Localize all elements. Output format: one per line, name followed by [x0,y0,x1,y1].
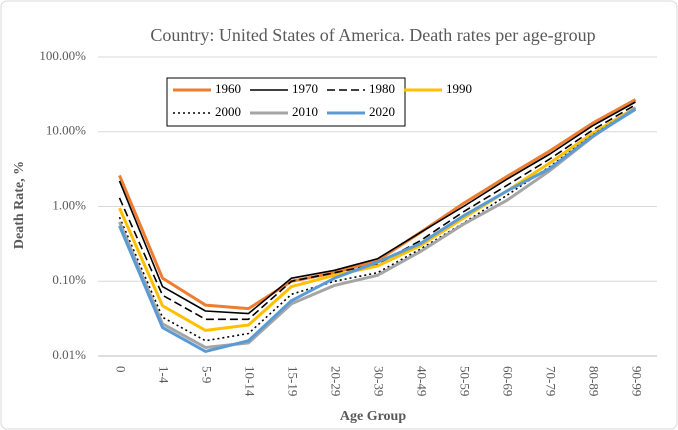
x-tick-label: 90-99 [630,366,645,396]
legend-label: 1980 [369,81,395,96]
y-tick-label: 10.00% [46,123,86,138]
legend-label: 1970 [292,81,318,96]
x-tick-label: 15-19 [286,366,301,396]
x-tick-label: 80-89 [587,366,602,396]
legend [166,77,406,127]
legend-label: 2000 [215,104,241,119]
x-tick-label: 70-79 [544,366,559,396]
x-tick-label: 5-9 [200,366,215,383]
legend-label: 1990 [446,81,472,96]
x-tick-label: 60-69 [501,366,516,396]
series-line [118,101,636,315]
y-axis-title: Death Rate, % [12,161,27,249]
series-line [118,106,637,349]
x-tick-label: 50-59 [458,366,473,396]
x-tick-label: 0 [114,366,129,373]
x-tick-label: 1-4 [157,366,172,384]
y-tick-label: 0.10% [52,272,86,287]
chart-title: Country: United States of America. Death… [150,25,595,45]
series-line [118,98,637,311]
legend-label: 2020 [369,104,395,119]
legend-label: 1960 [215,81,241,96]
y-tick-label: 1.00% [52,197,86,212]
y-tick-label: 100.00% [39,48,86,63]
series-line [118,107,637,353]
legend-items: 1960 1970 1980 1990 2000 2010 2020 [173,81,472,119]
y-tick-label: 0.01% [52,347,86,362]
x-tick-label: 20-29 [329,366,344,396]
x-tick-label: 30-39 [372,366,387,396]
x-tick-label: 40-49 [415,366,430,396]
grid: 0.01% 0.10% 1.00% 10.00% 100.00% 0 1-4 5-9 10-14… [39,48,657,397]
plot [118,98,637,353]
x-axis-title: Age Group [340,409,406,424]
series-line [118,106,637,332]
x-tick-label: 10-14 [243,366,258,397]
series-line [118,106,636,342]
legend-label: 2010 [292,104,318,119]
series-line [118,104,636,321]
